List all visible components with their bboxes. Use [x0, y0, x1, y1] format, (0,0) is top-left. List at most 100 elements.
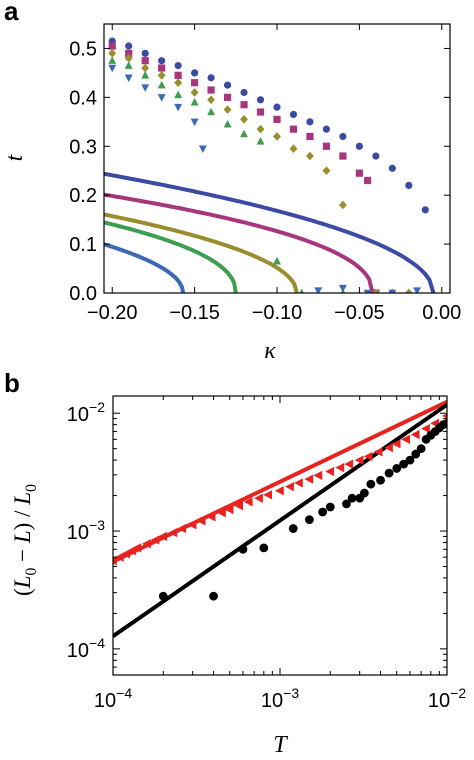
series-3-point	[404, 288, 413, 293]
series-1-point	[224, 504, 234, 515]
series-2-fit-line	[113, 403, 447, 638]
series-2-point	[366, 479, 376, 489]
series-5-point	[141, 84, 150, 92]
y-tick-label: 0.4	[69, 87, 97, 109]
x-tick-label: 10−3	[261, 685, 299, 712]
x-tick-label: 0.00	[422, 302, 461, 324]
series-1-point	[293, 478, 303, 488]
series-1-point	[223, 81, 232, 89]
series-5-point	[363, 289, 372, 293]
series-4-point	[190, 97, 199, 106]
series-5-point	[190, 118, 199, 127]
series-2-point	[384, 468, 394, 478]
panel-b-label: b	[4, 368, 20, 398]
series-3-point	[190, 88, 199, 97]
series-3-curve	[104, 212, 299, 293]
series-1-point	[289, 110, 298, 119]
series-5-point	[174, 103, 183, 112]
series-1-point	[177, 523, 187, 534]
panel-a-label: a	[4, 0, 19, 26]
series-2-point	[158, 591, 168, 601]
series-2-point	[108, 42, 116, 50]
series-1-point	[325, 466, 335, 477]
series-1-point	[373, 447, 383, 457]
series-1-point	[401, 434, 411, 444]
panel-a: a −0.20 −0.15 −0.10 −0.05 0.00 0.0 0.1 0.2 0.3 0.…	[2, 0, 461, 364]
series-3-point	[322, 166, 331, 176]
series-2-point	[399, 459, 409, 469]
panel-a-x-axis-title: κ	[264, 338, 276, 364]
series-1-point	[125, 42, 133, 50]
series-2-point	[339, 152, 347, 160]
y-tick-label: 0.3	[69, 136, 97, 158]
series-2-point	[318, 507, 328, 517]
series-5-point	[124, 74, 133, 83]
series-1-point	[384, 443, 393, 453]
series-3-point	[338, 200, 347, 210]
series-4-point	[273, 256, 281, 265]
series-3-point	[289, 144, 298, 154]
series-4-point	[223, 119, 232, 128]
series-2-point	[125, 49, 133, 57]
series-2-point	[288, 524, 298, 533]
x-tick-label: 10−4	[94, 685, 132, 712]
series-2-point	[411, 449, 421, 459]
series-1-point	[113, 556, 117, 566]
panel-b-y-axis-title-text: (L0 − L) / L0	[10, 484, 40, 596]
series-1-point	[285, 482, 294, 492]
series-1-fit-line	[113, 399, 447, 564]
series-5-point	[108, 64, 117, 73]
series-1-point	[132, 543, 142, 553]
series-2-point	[364, 176, 372, 185]
series-3-point	[207, 95, 216, 105]
series-2-point	[256, 108, 265, 116]
panel-a-axes: −0.20 −0.15 −0.10 −0.05 0.00 0.0 0.1 0.2 0.3 0.4 0…	[69, 24, 461, 324]
series-1-point	[421, 206, 429, 214]
series-2-point	[305, 515, 314, 525]
series-5-point	[314, 287, 323, 293]
series-2-point	[207, 86, 215, 94]
series-1-point	[114, 552, 124, 562]
series-1-point	[388, 164, 396, 172]
panel-b-marks	[113, 399, 447, 638]
series-1-point	[410, 429, 420, 440]
series-2-point	[240, 101, 248, 109]
series-2-point	[442, 418, 447, 428]
series-2-point	[325, 502, 335, 512]
series-2-point	[355, 169, 363, 177]
series-5-point	[157, 94, 166, 102]
series-2-point	[209, 591, 218, 601]
series-4-point	[124, 61, 133, 69]
series-1-point	[322, 125, 331, 133]
series-4-point	[256, 137, 265, 145]
series-5-point	[413, 287, 422, 293]
x-tick-label: −0.20	[87, 302, 138, 324]
series-2-point	[347, 493, 357, 503]
y-tick-label: 10−4	[67, 635, 105, 662]
series-3-point	[240, 115, 249, 124]
series-1-point	[335, 463, 345, 473]
series-3-point	[124, 53, 133, 63]
series-4-point	[240, 129, 249, 138]
series-2-point	[174, 71, 182, 79]
series-1-point	[196, 516, 206, 526]
x-tick-label: −0.10	[252, 302, 303, 324]
series-1-point	[405, 181, 413, 189]
y-tick-label: 10−3	[67, 517, 105, 544]
series-2-point	[191, 79, 199, 87]
x-tick-label: −0.05	[334, 302, 385, 324]
series-1-point	[191, 69, 199, 77]
series-3-point	[273, 132, 281, 141]
series-3-point	[256, 124, 265, 134]
series-3-point	[108, 49, 117, 58]
series-1-point	[363, 451, 373, 462]
series-5-point	[198, 145, 207, 154]
series-1-point	[207, 74, 215, 82]
panel-a-marks	[104, 37, 436, 293]
y-tick-label: 10−2	[67, 399, 105, 426]
series-5-curve	[104, 242, 186, 293]
series-1-point	[372, 152, 380, 160]
series-1-point	[304, 474, 314, 484]
series-1-point	[355, 142, 363, 150]
series-3-point	[305, 151, 314, 161]
